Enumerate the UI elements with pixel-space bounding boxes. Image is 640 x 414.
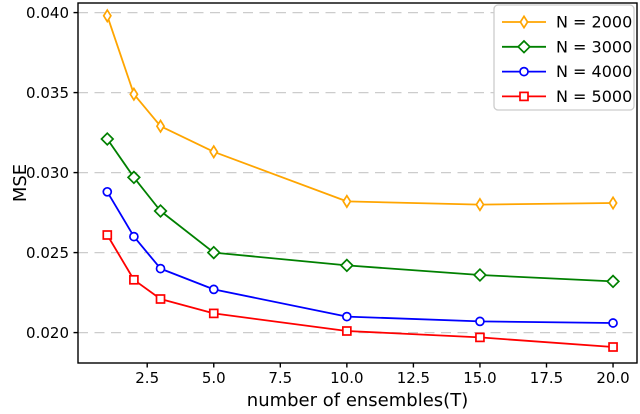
tick-marks [73,11,614,368]
data-point-marker [209,144,219,160]
x-tick-label: 2.5 [135,369,159,387]
data-point-marker [516,39,532,54]
data-point-marker [608,195,618,211]
data-point-marker [342,326,352,336]
series-line [106,234,614,348]
data-point-marker [208,308,219,319]
data-point-marker [519,66,529,77]
data-point-marker [475,332,485,343]
data-point-marker [519,91,529,102]
tick-labels: 0.020 0.025 0.030 0.035 0.040 2.5 5.0 7.5 10.0 12… [26,4,630,387]
y-tick-label: 0.040 [26,4,69,22]
legend-item-n-5000: N = 5000 [502,87,632,106]
legend-label: N = 4000 [556,62,632,81]
x-tick-label: 15.0 [463,369,496,387]
series-n-2000 [102,8,618,212]
y-tick-label: 0.025 [26,244,69,262]
y-tick-label: 0.035 [26,84,69,102]
data-point-marker [472,267,487,283]
data-point-marker [475,316,485,327]
data-point-marker [126,170,141,185]
data-point-marker [102,230,113,240]
series-n-4000 [102,186,618,328]
data-point-marker [153,203,168,219]
legend-item-n-4000: N = 4000 [502,62,632,81]
data-point-marker [475,197,485,212]
x-tick-label: 17.5 [530,369,563,387]
data-point-marker [339,258,354,273]
data-point-marker [129,274,139,285]
data-point-marker [608,318,618,328]
y-tick-label: 0.030 [26,164,69,182]
legend-label: N = 2000 [556,13,632,32]
data-point-marker [129,86,139,102]
data-point-marker [208,284,219,295]
data-point-marker [608,342,618,352]
data-point-marker [155,294,166,304]
y-axis-label: MSE [10,164,31,202]
data-point-marker [102,186,113,197]
series-line [106,191,614,324]
legend-label: N = 5000 [556,87,632,106]
legend-box [493,4,635,111]
legend-item-n-2000: N = 2000 [502,13,632,32]
y-tick-label: 0.020 [26,324,69,342]
data-point-marker [155,263,166,274]
series-n-3000 [100,131,621,289]
data-point-marker [129,231,139,242]
x-tick-label: 5.0 [202,369,226,387]
series-line [106,138,614,283]
x-tick-label: 10.0 [330,369,363,387]
x-tick-label: 7.5 [268,369,292,387]
x-tick-label: 20.0 [596,369,629,387]
data-point-marker [102,8,112,24]
legend: N = 2000 N = 3000 N = 4000 N = 5000 [493,4,635,111]
axes-frame [77,2,638,364]
legend-label: N = 3000 [556,37,632,56]
data-point-marker [519,14,529,30]
data-point-marker [206,245,221,260]
x-tick-label: 12.5 [397,369,430,387]
series-n-5000 [102,230,618,352]
data-point-marker [100,131,115,147]
x-axis-label: number of ensembles(T) [247,390,468,411]
data-point-marker [155,118,166,134]
legend-item-n-3000: N = 3000 [502,37,632,56]
data-point-marker [342,194,352,209]
data-point-marker [342,311,352,322]
data-point-marker [606,274,621,289]
